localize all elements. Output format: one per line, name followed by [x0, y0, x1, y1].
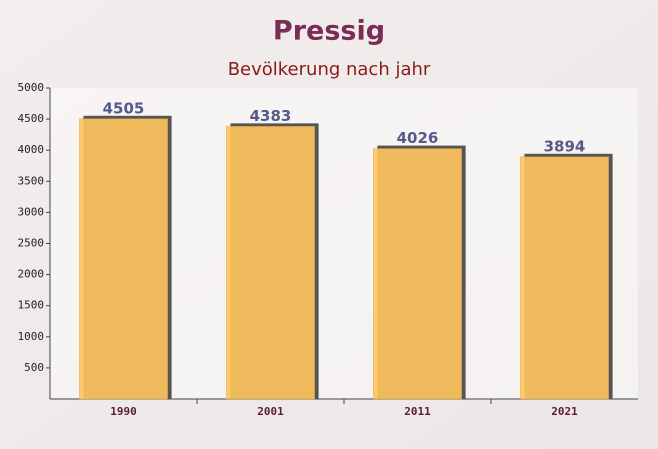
bar — [79, 118, 168, 400]
y-tick-label: 3000 — [18, 205, 45, 218]
y-tick-label: 3500 — [18, 174, 45, 187]
value-label: 4505 — [103, 99, 145, 117]
y-tick-label: 4500 — [18, 112, 45, 125]
x-tick-label: 2021 — [551, 405, 578, 418]
chart-subtitle: Bevölkerung nach jahr — [228, 59, 431, 80]
y-tick-label: 2500 — [18, 237, 45, 250]
x-tick-label: 1990 — [110, 405, 137, 418]
y-tick-label: 1500 — [18, 299, 45, 312]
bar — [520, 156, 609, 400]
y-tick-label: 4000 — [18, 143, 45, 156]
bar — [373, 148, 462, 400]
x-tick-label: 2001 — [257, 405, 284, 418]
y-tick-label: 2000 — [18, 268, 45, 281]
y-tick-label: 1000 — [18, 330, 45, 343]
y-tick-label: 5000 — [18, 81, 45, 94]
y-tick-label: 500 — [24, 361, 44, 374]
value-label: 3894 — [544, 137, 586, 155]
chart-title: Pressig — [273, 16, 385, 47]
value-label: 4026 — [397, 129, 439, 147]
value-label: 4383 — [250, 107, 292, 125]
x-tick-label: 2011 — [404, 405, 431, 418]
bar — [226, 126, 315, 400]
